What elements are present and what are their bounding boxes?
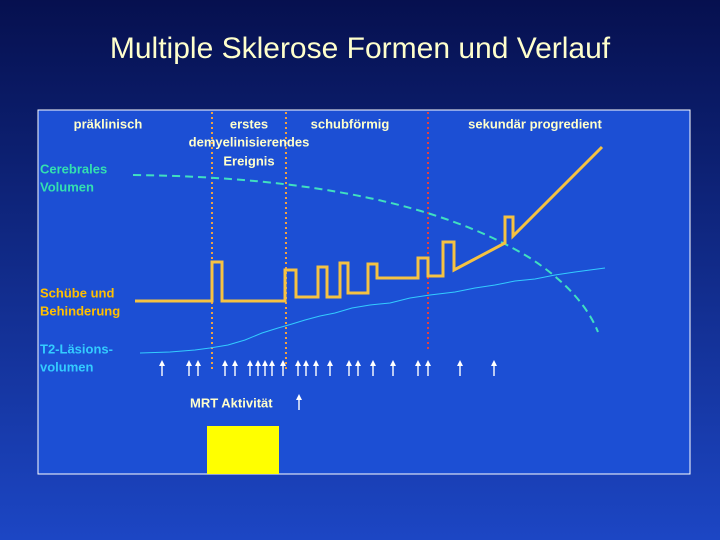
mri-box bbox=[207, 426, 279, 474]
mri-arrows bbox=[159, 360, 497, 376]
phase-label: präklinisch bbox=[74, 116, 143, 131]
side-label: Cerebrales bbox=[40, 161, 107, 176]
side-label: Behinderung bbox=[40, 303, 120, 318]
side-label: Volumen bbox=[40, 179, 94, 194]
volume-curve bbox=[132, 174, 599, 333]
phase-label: demyelinisierendes bbox=[189, 134, 310, 149]
phase-label: schubförmig bbox=[311, 116, 390, 131]
slide-title: Multiple Sklerose Formen und Verlauf bbox=[110, 32, 611, 65]
phase-label: Ereignis bbox=[223, 153, 274, 168]
phase-label: sekundär progredient bbox=[468, 116, 602, 131]
side-label: volumen bbox=[40, 359, 94, 374]
relapse-curve bbox=[135, 145, 604, 303]
phase-label: erstes bbox=[230, 116, 268, 131]
lesion-curve bbox=[139, 267, 606, 354]
side-label: T2-Läsions- bbox=[40, 341, 113, 356]
mri-label: MRT Aktivität bbox=[190, 395, 273, 410]
mri-legend-arrow bbox=[296, 394, 302, 410]
side-label: Schübe und bbox=[40, 285, 114, 300]
